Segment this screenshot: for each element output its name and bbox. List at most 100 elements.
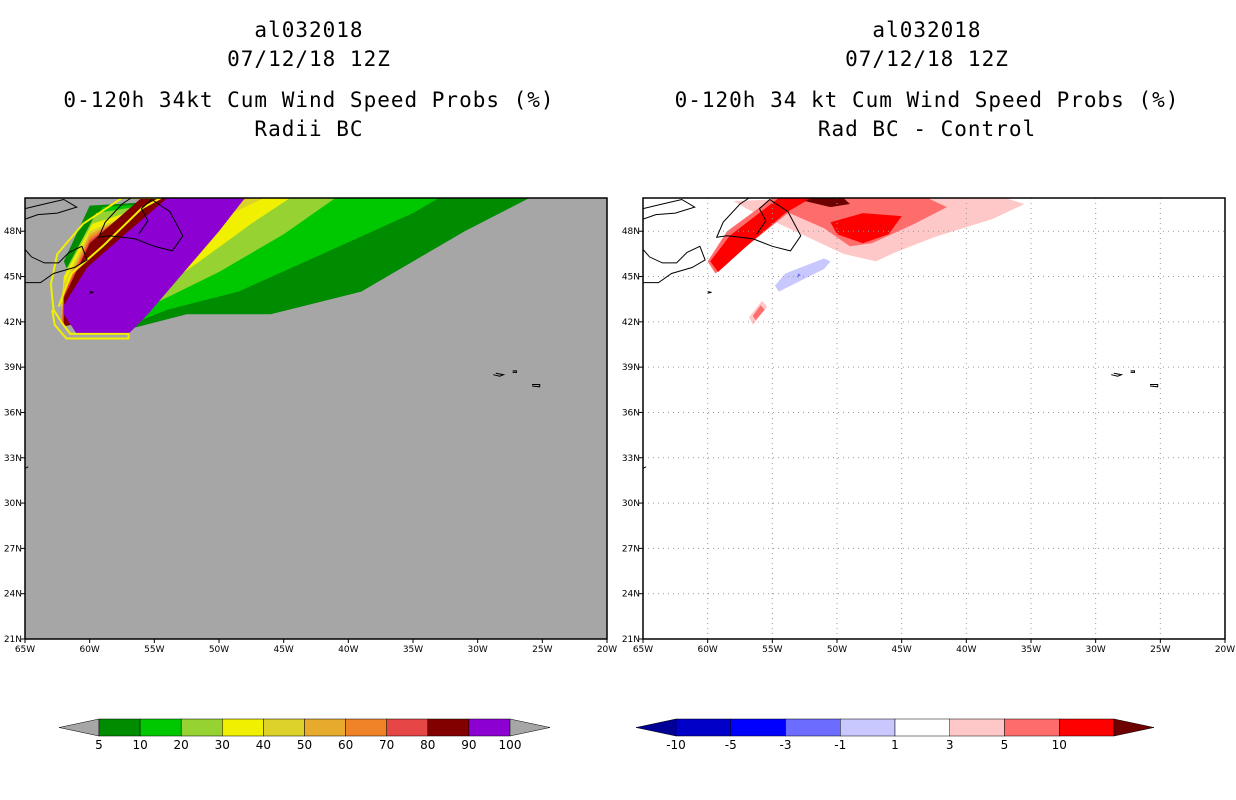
colorbar-1-label--5: -5: [725, 738, 737, 752]
colorbar-1-label-1: 1: [891, 738, 899, 752]
x-tick-label-25W: 25W: [532, 645, 552, 655]
x-tick-label-40W: 40W: [956, 645, 976, 655]
colorbar-1-swatch-4: [894, 718, 950, 737]
coastline-2: [25, 245, 88, 284]
colorbar-0-swatch-8: [427, 718, 470, 737]
colorbar-0-swatch-6: [345, 718, 387, 737]
y-tick-label-24N: 24N: [4, 590, 22, 600]
colorbar-0-label-30: 30: [215, 738, 230, 752]
panel-1-field: [643, 198, 1225, 639]
coastline-1: [715, 198, 802, 252]
colorbar-1-swatch-2: [785, 718, 841, 737]
colorbar-0-swatch-2: [180, 718, 223, 737]
colorbar-0-label-40: 40: [256, 738, 271, 752]
x-tick-label-25W: 25W: [1150, 645, 1170, 655]
x-tick-label-50W: 50W: [209, 645, 229, 655]
panel-0-field: [25, 198, 541, 469]
y-tick-label-33N: 33N: [622, 454, 640, 464]
x-tick-label-30W: 30W: [467, 645, 487, 655]
colorbar-0-label-20: 20: [174, 738, 189, 752]
colorbar-0-label-5: 5: [95, 738, 103, 752]
colorbar-0-extend-above: [509, 718, 551, 737]
y-tick-label-21N: 21N: [622, 635, 640, 645]
x-tick-label-60W: 60W: [697, 645, 717, 655]
y-tick-label-39N: 39N: [4, 363, 22, 373]
panel-0-frame: [24, 197, 608, 640]
x-tick-label-40W: 40W: [338, 645, 358, 655]
x-tick-label-45W: 45W: [273, 645, 293, 655]
x-tick-label-65W: 65W: [15, 645, 35, 655]
contour-level-10-8: [804, 198, 850, 208]
coastline-6: [531, 384, 541, 388]
coastline-1: [97, 198, 184, 252]
colorbar-1-extend-below: [635, 718, 677, 737]
x-tick-label-45W: 45W: [891, 645, 911, 655]
colorbar-0-label-10: 10: [132, 738, 147, 752]
contour-level-100-9: [63, 198, 245, 334]
x-tick-label-20W: 20W: [1215, 645, 1235, 655]
colorbar-1-swatch-3: [840, 718, 896, 737]
colorbar-1-label-5: 5: [1001, 738, 1009, 752]
prob-edge-outline: [49, 198, 162, 340]
right-storm-id: al032018: [872, 18, 982, 42]
contour-level-3-5: [752, 305, 765, 321]
y-tick-label-27N: 27N: [4, 544, 22, 554]
colorbar-0-extend-below: [58, 718, 100, 737]
coastline-4: [493, 372, 506, 377]
coastline-6: [1149, 384, 1159, 388]
coastline-2: [643, 245, 706, 284]
y-tick-label-42N: 42N: [4, 318, 22, 328]
y-tick-label-36N: 36N: [622, 408, 640, 418]
y-tick-label-24N: 24N: [622, 590, 640, 600]
contour-level--3-10: [796, 273, 801, 278]
right-subtitle: Rad BC - Control: [817, 117, 1037, 141]
x-tick-label-55W: 55W: [144, 645, 164, 655]
panel-1-background: [643, 198, 1225, 639]
panel-1-frame: [642, 197, 1226, 640]
left-date: 07/12/18 12Z: [227, 47, 391, 71]
x-tick-label-20W: 20W: [597, 645, 617, 655]
right-date: 07/12/18 12Z: [845, 47, 1009, 71]
colorbar-0-swatch-7: [386, 718, 429, 737]
colorbar-0-label-60: 60: [338, 738, 353, 752]
colorbar-1-swatch-0: [675, 718, 731, 737]
contour-level-5-6: [830, 213, 902, 244]
y-tick-label-39N: 39N: [622, 363, 640, 373]
colorbar-0-label-100: 100: [499, 738, 522, 752]
colorbar-0-swatch-0: [98, 718, 141, 737]
colorbar-1-label--1: -1: [834, 738, 846, 752]
contour-level--1-9: [774, 258, 831, 292]
y-tick-label-33N: 33N: [4, 454, 22, 464]
colorbar-0-swatch-3: [222, 718, 264, 737]
colorbar-0-label-50: 50: [297, 738, 312, 752]
colorbar-1-swatch-5: [949, 718, 1005, 737]
coastline-0: [25, 198, 78, 220]
coastline-5: [512, 370, 517, 373]
left-storm-id: al032018: [254, 18, 364, 42]
left-map-panel: 65W 60W 55W 50W 45W 40W 35W 30W 25W 20W 21N 24N 27N 3…: [4, 197, 617, 655]
y-tick-label-45N: 45N: [622, 273, 640, 283]
colorbar-1-extend-above: [1113, 718, 1155, 737]
colorbar-0-label-70: 70: [379, 738, 394, 752]
y-tick-label-48N: 48N: [622, 227, 640, 237]
x-tick-label-60W: 60W: [79, 645, 99, 655]
colorbar-1-label--10: -10: [666, 738, 686, 752]
colorbar-1-swatch-6: [1004, 718, 1060, 737]
colorbar-0-swatch-4: [263, 718, 305, 737]
right-title: 0-120h 34 kt Cum Wind Speed Probs (%): [674, 88, 1180, 112]
y-tick-label-21N: 21N: [4, 635, 22, 645]
right-map-panel: 65W 60W 55W 50W 45W 40W 35W 30W 25W 20W 21N 24N 27N 3…: [622, 197, 1235, 655]
left-subtitle: Radii BC: [254, 117, 364, 141]
colorbar-1-swatch-7: [1059, 718, 1115, 737]
y-tick-label-30N: 30N: [4, 499, 22, 509]
colorbar-0-label-90: 90: [461, 738, 476, 752]
x-tick-label-55W: 55W: [762, 645, 782, 655]
contour-level-5-7: [710, 198, 812, 272]
colorbar-1-label-10: 10: [1052, 738, 1067, 752]
left-title: 0-120h 34kt Cum Wind Speed Probs (%): [63, 88, 555, 112]
colorbar-1-label--3: -3: [780, 738, 792, 752]
colorbar-0-swatch-5: [304, 718, 346, 737]
x-tick-label-35W: 35W: [1021, 645, 1041, 655]
right-chart-title-block: al032018 07/12/18 12Z 0-120h 34 kt Cum W…: [647, 16, 1207, 144]
